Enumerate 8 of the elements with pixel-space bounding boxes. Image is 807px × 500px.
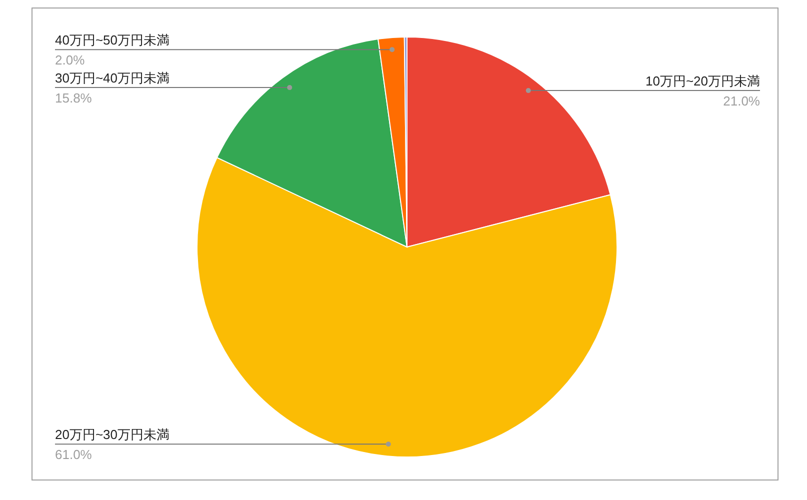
data-label: 61.0% bbox=[55, 447, 92, 462]
slice-label: 10万円~20万円未満 bbox=[645, 74, 760, 89]
data-label: 21.0% bbox=[723, 94, 760, 109]
slice-label: 40万円~50万円未満 bbox=[55, 32, 170, 48]
data-label: 15.8% bbox=[55, 90, 92, 106]
slice-label: 30万円~40万円未満 bbox=[55, 70, 170, 86]
data-label: 2.0% bbox=[55, 52, 86, 68]
slice-label: 20万円~30万円未満 bbox=[55, 427, 170, 442]
